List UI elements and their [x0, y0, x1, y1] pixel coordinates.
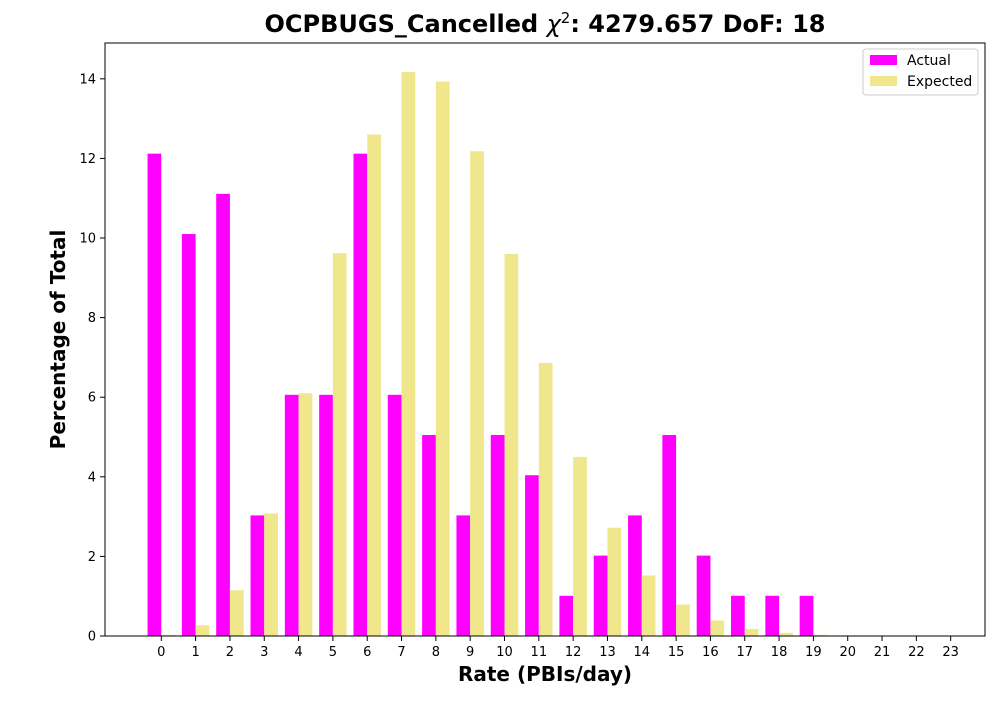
- bars-group: [148, 72, 965, 636]
- bar-expected-2: [230, 590, 244, 636]
- bar-actual-6: [353, 154, 367, 636]
- x-tick-label-4: 4: [294, 645, 302, 660]
- bar-expected-8: [436, 82, 450, 636]
- x-tick-label-14: 14: [634, 645, 651, 660]
- bar-expected-6: [367, 135, 381, 636]
- bar-actual-14: [628, 515, 642, 636]
- legend: Actual Expected: [863, 49, 978, 95]
- x-tick-label-17: 17: [736, 645, 753, 660]
- bar-actual-5: [319, 395, 333, 636]
- legend-swatch-actual: [870, 55, 897, 65]
- bar-expected-7: [402, 72, 416, 636]
- bar-expected-5: [333, 253, 347, 636]
- bar-expected-13: [607, 528, 621, 636]
- bar-expected-9: [470, 151, 484, 636]
- y-tick-label-0: 0: [88, 630, 96, 645]
- bar-actual-10: [491, 435, 505, 636]
- bar-actual-3: [251, 515, 265, 636]
- chart-title-symbol: χ: [545, 10, 562, 38]
- x-tick-label-10: 10: [496, 645, 513, 660]
- x-tick-label-12: 12: [565, 645, 582, 660]
- x-tick-label-18: 18: [771, 645, 788, 660]
- y-tick-label-2: 2: [88, 550, 96, 565]
- bar-actual-13: [594, 556, 608, 636]
- bar-expected-11: [539, 363, 553, 636]
- bar-expected-16: [710, 620, 724, 636]
- bar-expected-12: [573, 457, 587, 636]
- bar-expected-17: [745, 629, 759, 636]
- y-tick-label-4: 4: [88, 470, 96, 485]
- x-tick-label-0: 0: [157, 645, 165, 660]
- bar-actual-8: [422, 435, 436, 636]
- x-tick-label-5: 5: [329, 645, 337, 660]
- legend-label-actual: Actual: [907, 53, 951, 69]
- y-tick-label-8: 8: [88, 311, 96, 326]
- x-tick-label-11: 11: [531, 645, 548, 660]
- x-tick-label-19: 19: [805, 645, 822, 660]
- chart-title-superscript: 2: [561, 9, 571, 27]
- x-tick-label-9: 9: [466, 645, 474, 660]
- legend-swatch-expected: [870, 76, 897, 86]
- x-axis-label: Rate (PBIs/day): [458, 662, 632, 686]
- bar-actual-2: [216, 194, 230, 636]
- x-tick-label-13: 13: [599, 645, 616, 660]
- bar-actual-16: [697, 556, 711, 636]
- bar-actual-11: [525, 475, 539, 636]
- x-tick-label-1: 1: [191, 645, 199, 660]
- chart-title: OCPBUGS_Cancelled χ2: 4279.657 DoF: 18: [265, 9, 826, 38]
- x-tick-label-3: 3: [260, 645, 268, 660]
- x-tick-label-16: 16: [702, 645, 719, 660]
- x-tick-label-20: 20: [839, 645, 856, 660]
- x-tick-label-23: 23: [942, 645, 959, 660]
- bar-expected-3: [264, 513, 278, 636]
- bar-actual-12: [559, 596, 573, 636]
- bar-expected-10: [505, 254, 519, 636]
- bar-actual-19: [800, 596, 814, 636]
- bar-expected-15: [676, 605, 690, 636]
- legend-label-expected: Expected: [907, 74, 972, 90]
- x-tick-label-22: 22: [908, 645, 925, 660]
- bar-actual-4: [285, 395, 299, 636]
- y-ticks: 0 2 4 6 8 10 12 14: [79, 72, 105, 644]
- y-axis-label: Percentage of Total: [46, 230, 70, 450]
- bar-actual-1: [182, 234, 196, 636]
- x-tick-label-8: 8: [432, 645, 440, 660]
- bar-actual-18: [765, 596, 779, 636]
- bar-actual-15: [662, 435, 676, 636]
- x-tick-label-7: 7: [397, 645, 405, 660]
- bar-actual-9: [456, 515, 470, 636]
- x-tick-label-15: 15: [668, 645, 685, 660]
- bar-expected-4: [299, 393, 313, 636]
- chart-title-prefix: OCPBUGS_Cancelled: [265, 10, 547, 38]
- y-tick-label-10: 10: [79, 232, 96, 247]
- chart-title-suffix: : 4279.657 DoF: 18: [570, 10, 825, 38]
- bar-expected-14: [642, 576, 656, 636]
- x-tick-label-6: 6: [363, 645, 371, 660]
- bar-actual-0: [148, 154, 162, 636]
- x-tick-label-21: 21: [874, 645, 891, 660]
- bar-actual-7: [388, 395, 402, 636]
- y-tick-label-6: 6: [88, 391, 96, 406]
- x-tick-label-2: 2: [226, 645, 234, 660]
- y-tick-label-14: 14: [79, 72, 96, 87]
- bar-expected-1: [196, 625, 210, 636]
- bar-actual-17: [731, 596, 745, 636]
- y-tick-label-12: 12: [79, 152, 96, 167]
